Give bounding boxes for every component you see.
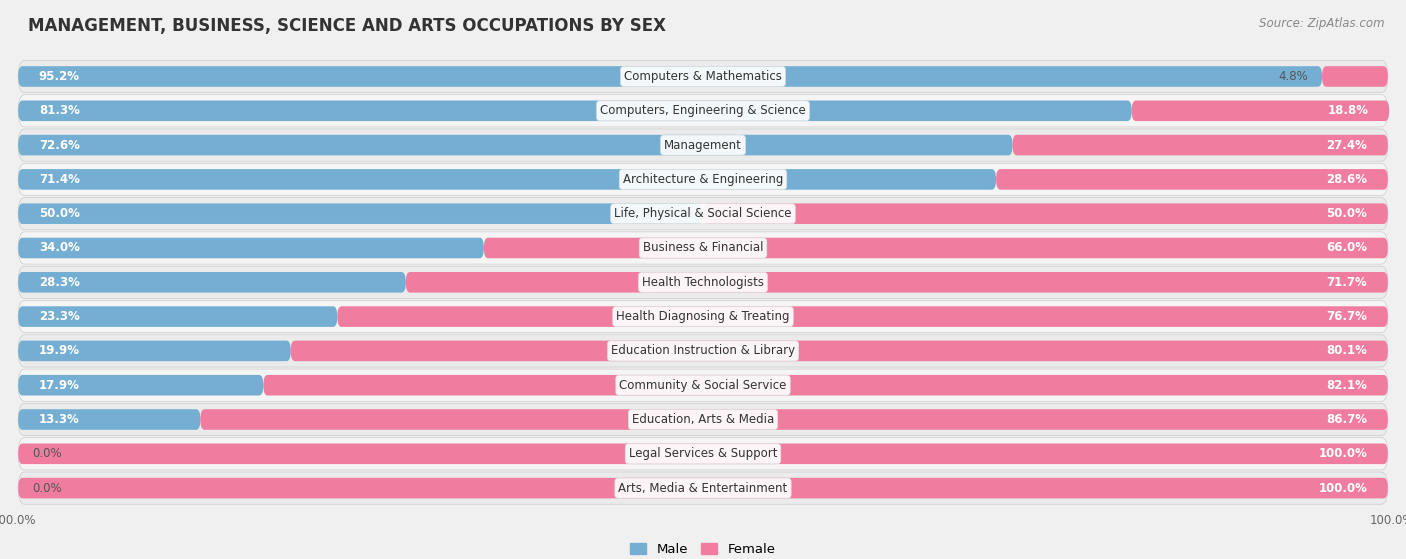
Text: Computers, Engineering & Science: Computers, Engineering & Science <box>600 105 806 117</box>
FancyBboxPatch shape <box>18 266 1388 299</box>
FancyBboxPatch shape <box>18 163 1388 196</box>
Text: 27.4%: 27.4% <box>1326 139 1367 151</box>
FancyBboxPatch shape <box>18 438 1388 470</box>
FancyBboxPatch shape <box>18 203 703 224</box>
Text: Computers & Mathematics: Computers & Mathematics <box>624 70 782 83</box>
FancyBboxPatch shape <box>18 335 1388 367</box>
Text: Business & Financial: Business & Financial <box>643 241 763 254</box>
Text: 13.3%: 13.3% <box>39 413 80 426</box>
Text: Source: ZipAtlas.com: Source: ZipAtlas.com <box>1260 17 1385 30</box>
FancyBboxPatch shape <box>18 340 291 361</box>
Legend: Male, Female: Male, Female <box>626 537 780 559</box>
Text: Legal Services & Support: Legal Services & Support <box>628 447 778 460</box>
FancyBboxPatch shape <box>18 94 1388 127</box>
FancyBboxPatch shape <box>18 306 337 327</box>
FancyBboxPatch shape <box>18 478 1388 499</box>
Text: Education Instruction & Library: Education Instruction & Library <box>612 344 794 357</box>
FancyBboxPatch shape <box>18 301 1388 333</box>
Text: Health Diagnosing & Treating: Health Diagnosing & Treating <box>616 310 790 323</box>
FancyBboxPatch shape <box>337 306 1388 327</box>
Text: 23.3%: 23.3% <box>39 310 80 323</box>
FancyBboxPatch shape <box>18 197 1388 230</box>
Text: 28.6%: 28.6% <box>1326 173 1367 186</box>
FancyBboxPatch shape <box>18 129 1388 161</box>
Text: 76.7%: 76.7% <box>1326 310 1367 323</box>
FancyBboxPatch shape <box>18 272 406 292</box>
FancyBboxPatch shape <box>18 472 1388 504</box>
Text: 100.0%: 100.0% <box>1319 482 1367 495</box>
Text: 0.0%: 0.0% <box>32 482 62 495</box>
FancyBboxPatch shape <box>18 66 1322 87</box>
Text: Arts, Media & Entertainment: Arts, Media & Entertainment <box>619 482 787 495</box>
FancyBboxPatch shape <box>18 443 1388 464</box>
FancyBboxPatch shape <box>263 375 1388 396</box>
FancyBboxPatch shape <box>18 232 1388 264</box>
Text: 50.0%: 50.0% <box>1326 207 1367 220</box>
FancyBboxPatch shape <box>995 169 1388 190</box>
FancyBboxPatch shape <box>1132 101 1389 121</box>
Text: 86.7%: 86.7% <box>1326 413 1367 426</box>
FancyBboxPatch shape <box>18 238 484 258</box>
FancyBboxPatch shape <box>18 60 1388 93</box>
Text: 81.3%: 81.3% <box>39 105 80 117</box>
Text: 72.6%: 72.6% <box>39 139 80 151</box>
FancyBboxPatch shape <box>18 135 1012 155</box>
Text: 0.0%: 0.0% <box>32 447 62 460</box>
Text: Community & Social Service: Community & Social Service <box>619 378 787 392</box>
Text: 82.1%: 82.1% <box>1326 378 1367 392</box>
FancyBboxPatch shape <box>1012 135 1388 155</box>
FancyBboxPatch shape <box>200 409 1388 430</box>
FancyBboxPatch shape <box>18 169 995 190</box>
Text: 100.0%: 100.0% <box>1319 447 1367 460</box>
Text: 71.7%: 71.7% <box>1326 276 1367 289</box>
Text: Management: Management <box>664 139 742 151</box>
Text: Architecture & Engineering: Architecture & Engineering <box>623 173 783 186</box>
Text: 34.0%: 34.0% <box>39 241 80 254</box>
Text: 18.8%: 18.8% <box>1327 105 1368 117</box>
FancyBboxPatch shape <box>291 340 1388 361</box>
FancyBboxPatch shape <box>1322 66 1388 87</box>
FancyBboxPatch shape <box>406 272 1388 292</box>
FancyBboxPatch shape <box>18 369 1388 401</box>
Text: 28.3%: 28.3% <box>39 276 80 289</box>
Text: 66.0%: 66.0% <box>1326 241 1367 254</box>
FancyBboxPatch shape <box>18 404 1388 435</box>
FancyBboxPatch shape <box>18 375 263 396</box>
FancyBboxPatch shape <box>703 203 1388 224</box>
Text: 80.1%: 80.1% <box>1326 344 1367 357</box>
Text: 4.8%: 4.8% <box>1278 70 1309 83</box>
FancyBboxPatch shape <box>18 409 200 430</box>
Text: 50.0%: 50.0% <box>39 207 80 220</box>
FancyBboxPatch shape <box>18 101 1132 121</box>
Text: Life, Physical & Social Science: Life, Physical & Social Science <box>614 207 792 220</box>
Text: Education, Arts & Media: Education, Arts & Media <box>631 413 775 426</box>
FancyBboxPatch shape <box>484 238 1388 258</box>
Text: 95.2%: 95.2% <box>39 70 80 83</box>
Text: 71.4%: 71.4% <box>39 173 80 186</box>
Text: Health Technologists: Health Technologists <box>643 276 763 289</box>
Text: 17.9%: 17.9% <box>39 378 80 392</box>
Text: MANAGEMENT, BUSINESS, SCIENCE AND ARTS OCCUPATIONS BY SEX: MANAGEMENT, BUSINESS, SCIENCE AND ARTS O… <box>28 17 666 35</box>
Text: 19.9%: 19.9% <box>39 344 80 357</box>
